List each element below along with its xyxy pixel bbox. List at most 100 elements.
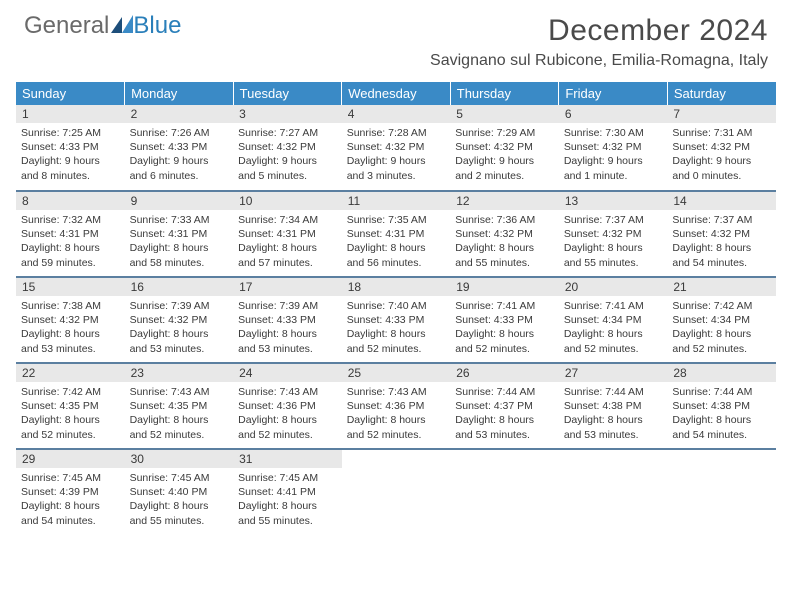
day-details: Sunrise: 7:43 AMSunset: 4:36 PMDaylight:… — [233, 382, 342, 446]
sunrise-text: Sunrise: 7:43 AM — [130, 385, 229, 399]
day-cell: 19Sunrise: 7:41 AMSunset: 4:33 PMDayligh… — [450, 277, 559, 363]
daylight-text-1: Daylight: 8 hours — [21, 327, 120, 341]
sunset-text: Sunset: 4:41 PM — [238, 485, 337, 499]
sunrise-text: Sunrise: 7:36 AM — [455, 213, 554, 227]
day-number: 30 — [125, 450, 234, 468]
calendar-table: Sunday Monday Tuesday Wednesday Thursday… — [16, 82, 776, 535]
daylight-text-1: Daylight: 9 hours — [130, 154, 229, 168]
daylight-text-1: Daylight: 8 hours — [347, 241, 446, 255]
sunrise-text: Sunrise: 7:33 AM — [130, 213, 229, 227]
sunset-text: Sunset: 4:32 PM — [21, 313, 120, 327]
daylight-text-2: and 53 minutes. — [21, 342, 120, 356]
sunset-text: Sunset: 4:34 PM — [564, 313, 663, 327]
sunrise-text: Sunrise: 7:27 AM — [238, 126, 337, 140]
daylight-text-1: Daylight: 8 hours — [455, 327, 554, 341]
daylight-text-1: Daylight: 9 hours — [347, 154, 446, 168]
daylight-text-2: and 52 minutes. — [564, 342, 663, 356]
day-number: 22 — [16, 364, 125, 382]
daylight-text-2: and 52 minutes. — [347, 428, 446, 442]
day-details: Sunrise: 7:38 AMSunset: 4:32 PMDaylight:… — [16, 296, 125, 360]
sunset-text: Sunset: 4:35 PM — [130, 399, 229, 413]
day-cell: 12Sunrise: 7:36 AMSunset: 4:32 PMDayligh… — [450, 191, 559, 277]
day-cell: 25Sunrise: 7:43 AMSunset: 4:36 PMDayligh… — [342, 363, 451, 449]
day-cell: .. — [342, 449, 451, 535]
day-number: 31 — [233, 450, 342, 468]
sunset-text: Sunset: 4:34 PM — [672, 313, 771, 327]
day-number: 6 — [559, 105, 668, 123]
day-number: 12 — [450, 192, 559, 210]
col-header-sat: Saturday — [667, 82, 776, 105]
daylight-text-2: and 54 minutes. — [672, 256, 771, 270]
sunset-text: Sunset: 4:32 PM — [672, 140, 771, 154]
day-details: Sunrise: 7:40 AMSunset: 4:33 PMDaylight:… — [342, 296, 451, 360]
day-cell: 11Sunrise: 7:35 AMSunset: 4:31 PMDayligh… — [342, 191, 451, 277]
day-details: Sunrise: 7:37 AMSunset: 4:32 PMDaylight:… — [667, 210, 776, 274]
day-details: Sunrise: 7:39 AMSunset: 4:32 PMDaylight:… — [125, 296, 234, 360]
day-details: Sunrise: 7:36 AMSunset: 4:32 PMDaylight:… — [450, 210, 559, 274]
daylight-text-1: Daylight: 8 hours — [564, 327, 663, 341]
sunrise-text: Sunrise: 7:37 AM — [672, 213, 771, 227]
daylight-text-2: and 59 minutes. — [21, 256, 120, 270]
day-cell: .. — [667, 449, 776, 535]
logo-text-general: General — [24, 14, 109, 38]
daylight-text-1: Daylight: 8 hours — [238, 327, 337, 341]
col-header-wed: Wednesday — [342, 82, 451, 105]
daylight-text-1: Daylight: 8 hours — [130, 327, 229, 341]
day-cell: 1Sunrise: 7:25 AMSunset: 4:33 PMDaylight… — [16, 105, 125, 191]
sunset-text: Sunset: 4:31 PM — [238, 227, 337, 241]
daylight-text-2: and 6 minutes. — [130, 169, 229, 183]
day-details: Sunrise: 7:37 AMSunset: 4:32 PMDaylight:… — [559, 210, 668, 274]
daylight-text-2: and 52 minutes. — [347, 342, 446, 356]
sunrise-text: Sunrise: 7:28 AM — [347, 126, 446, 140]
sunrise-text: Sunrise: 7:38 AM — [21, 299, 120, 313]
day-details: Sunrise: 7:45 AMSunset: 4:39 PMDaylight:… — [16, 468, 125, 532]
sunrise-text: Sunrise: 7:30 AM — [564, 126, 663, 140]
sunset-text: Sunset: 4:32 PM — [347, 140, 446, 154]
location-subtitle: Savignano sul Rubicone, Emilia-Romagna, … — [430, 52, 768, 70]
day-number: 7 — [667, 105, 776, 123]
daylight-text-2: and 0 minutes. — [672, 169, 771, 183]
month-title: December 2024 — [430, 14, 768, 48]
daylight-text-1: Daylight: 9 hours — [21, 154, 120, 168]
sunrise-text: Sunrise: 7:32 AM — [21, 213, 120, 227]
sunset-text: Sunset: 4:33 PM — [21, 140, 120, 154]
sunrise-text: Sunrise: 7:34 AM — [238, 213, 337, 227]
daylight-text-2: and 55 minutes. — [455, 256, 554, 270]
day-number: 14 — [667, 192, 776, 210]
sunrise-text: Sunrise: 7:26 AM — [130, 126, 229, 140]
sunset-text: Sunset: 4:40 PM — [130, 485, 229, 499]
day-number: 23 — [125, 364, 234, 382]
day-number: 25 — [342, 364, 451, 382]
day-cell: 24Sunrise: 7:43 AMSunset: 4:36 PMDayligh… — [233, 363, 342, 449]
daylight-text-1: Daylight: 8 hours — [238, 241, 337, 255]
daylight-text-2: and 55 minutes. — [130, 514, 229, 528]
day-cell: 13Sunrise: 7:37 AMSunset: 4:32 PMDayligh… — [559, 191, 668, 277]
day-cell: 30Sunrise: 7:45 AMSunset: 4:40 PMDayligh… — [125, 449, 234, 535]
daylight-text-1: Daylight: 8 hours — [238, 413, 337, 427]
day-details: Sunrise: 7:41 AMSunset: 4:33 PMDaylight:… — [450, 296, 559, 360]
calendar-row: 15Sunrise: 7:38 AMSunset: 4:32 PMDayligh… — [16, 277, 776, 363]
sunrise-text: Sunrise: 7:31 AM — [672, 126, 771, 140]
sunset-text: Sunset: 4:32 PM — [564, 140, 663, 154]
day-number: 16 — [125, 278, 234, 296]
daylight-text-1: Daylight: 8 hours — [564, 241, 663, 255]
sunrise-text: Sunrise: 7:45 AM — [238, 471, 337, 485]
daylight-text-1: Daylight: 8 hours — [130, 413, 229, 427]
day-cell: 26Sunrise: 7:44 AMSunset: 4:37 PMDayligh… — [450, 363, 559, 449]
day-cell: 31Sunrise: 7:45 AMSunset: 4:41 PMDayligh… — [233, 449, 342, 535]
daylight-text-2: and 8 minutes. — [21, 169, 120, 183]
daylight-text-2: and 5 minutes. — [238, 169, 337, 183]
daylight-text-1: Daylight: 8 hours — [672, 327, 771, 341]
daylight-text-1: Daylight: 8 hours — [21, 413, 120, 427]
day-cell: 23 Sunrise: 7:43 AMSunset: 4:35 PMDayligh… — [125, 363, 234, 449]
daylight-text-1: Daylight: 8 hours — [347, 413, 446, 427]
day-details: Sunrise: 7:31 AMSunset: 4:32 PMDaylight:… — [667, 123, 776, 187]
daylight-text-2: and 53 minutes. — [564, 428, 663, 442]
sunset-text: Sunset: 4:33 PM — [238, 313, 337, 327]
day-cell: .. — [450, 449, 559, 535]
day-number: 5 — [450, 105, 559, 123]
daylight-text-2: and 52 minutes. — [21, 428, 120, 442]
sunrise-text: Sunrise: 7:29 AM — [455, 126, 554, 140]
day-details: Sunrise: 7:44 AMSunset: 4:38 PMDaylight:… — [667, 382, 776, 446]
sunrise-text: Sunrise: 7:44 AM — [564, 385, 663, 399]
